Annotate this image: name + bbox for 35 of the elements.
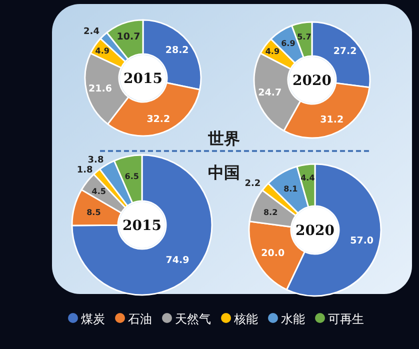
data-label: 57.0	[350, 236, 374, 247]
data-label: 1.8	[76, 165, 93, 176]
data-label: 2.4	[84, 27, 100, 38]
data-label: 8.1	[284, 184, 298, 194]
data-label: 6.5	[124, 172, 140, 182]
data-label: 27.2	[333, 46, 357, 57]
data-label: 4.9	[95, 46, 110, 56]
legend-label: 天然气	[175, 312, 211, 326]
data-label: 31.2	[320, 114, 344, 126]
data-label: 8.2	[263, 208, 278, 217]
data-label: 2.2	[244, 178, 261, 189]
text: 2020	[296, 223, 335, 239]
legend-label: 水能	[281, 312, 305, 326]
data-label: 74.9	[166, 255, 190, 266]
text: 2015	[122, 218, 162, 234]
data-label: 24.7	[258, 88, 282, 99]
text: 2020	[292, 73, 332, 89]
text: 2015	[124, 71, 162, 87]
text: 世界	[207, 129, 240, 148]
data-label: 3.8	[88, 155, 104, 166]
legend-label: 石油	[128, 312, 152, 326]
data-label: 32.2	[146, 114, 170, 126]
data-label: 5.7	[297, 32, 312, 42]
data-label: 8.5	[86, 208, 102, 218]
legend-label: 核能	[233, 312, 258, 326]
data-label: 4.5	[92, 186, 106, 196]
data-label: 4.9	[265, 47, 280, 56]
data-label: 28.2	[165, 45, 189, 56]
legend-label: 煤炭	[81, 312, 105, 326]
text: 中国	[208, 163, 240, 182]
legend-label: 可再生	[328, 312, 364, 326]
data-label: 10.7	[116, 31, 140, 42]
data-label: 21.6	[88, 83, 112, 94]
data-label: 20.0	[261, 248, 285, 259]
data-label: 6.9	[281, 38, 296, 48]
